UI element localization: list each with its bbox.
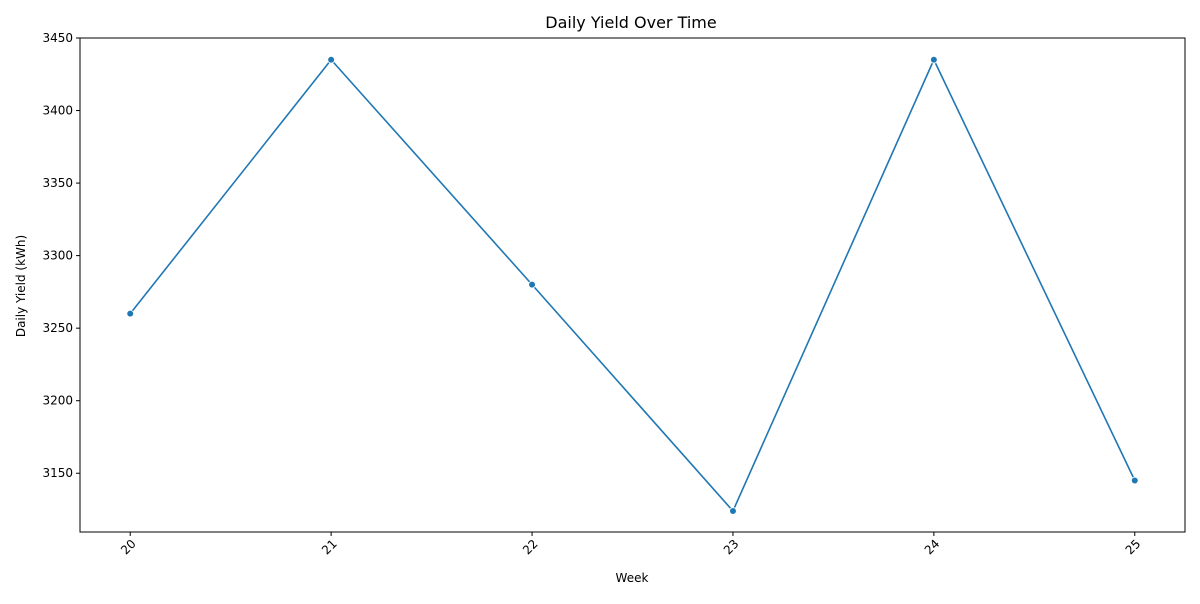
y-axis-label: Daily Yield (kWh) — [14, 235, 28, 337]
x-axis-ticks: 20 21 22 23 24 25 — [118, 532, 1143, 557]
x-axis-label: Week — [616, 571, 649, 585]
data-point — [729, 507, 737, 515]
y-tick-label: 3400 — [42, 104, 73, 118]
axes-frame — [79, 37, 1186, 533]
y-tick-label: 3150 — [42, 466, 73, 480]
axes-spines — [79, 37, 1186, 533]
x-tick-label: 24 — [922, 537, 943, 558]
y-axis-ticks: 3150 3200 3250 3300 3350 3400 3450 — [42, 31, 80, 480]
x-tick-label: 20 — [118, 537, 139, 558]
y-tick-label: 3200 — [42, 394, 73, 408]
x-tick-label: 22 — [520, 537, 541, 558]
chart-title: Daily Yield Over Time — [545, 13, 716, 32]
y-tick-label: 3300 — [42, 249, 73, 263]
data-point — [126, 309, 135, 318]
data-point — [528, 280, 536, 289]
y-tick-label: 3350 — [42, 176, 73, 190]
x-tick-label: 25 — [1123, 537, 1144, 558]
series-line — [129, 58, 1136, 512]
data-point — [327, 55, 335, 64]
x-tick-label: 23 — [721, 537, 742, 558]
y-tick-label: 3450 — [42, 31, 73, 45]
data-point — [930, 55, 938, 64]
data-point — [1130, 476, 1139, 485]
y-tick-label: 3250 — [42, 321, 73, 335]
series-layer — [126, 55, 1139, 515]
x-tick-label: 21 — [319, 537, 340, 558]
